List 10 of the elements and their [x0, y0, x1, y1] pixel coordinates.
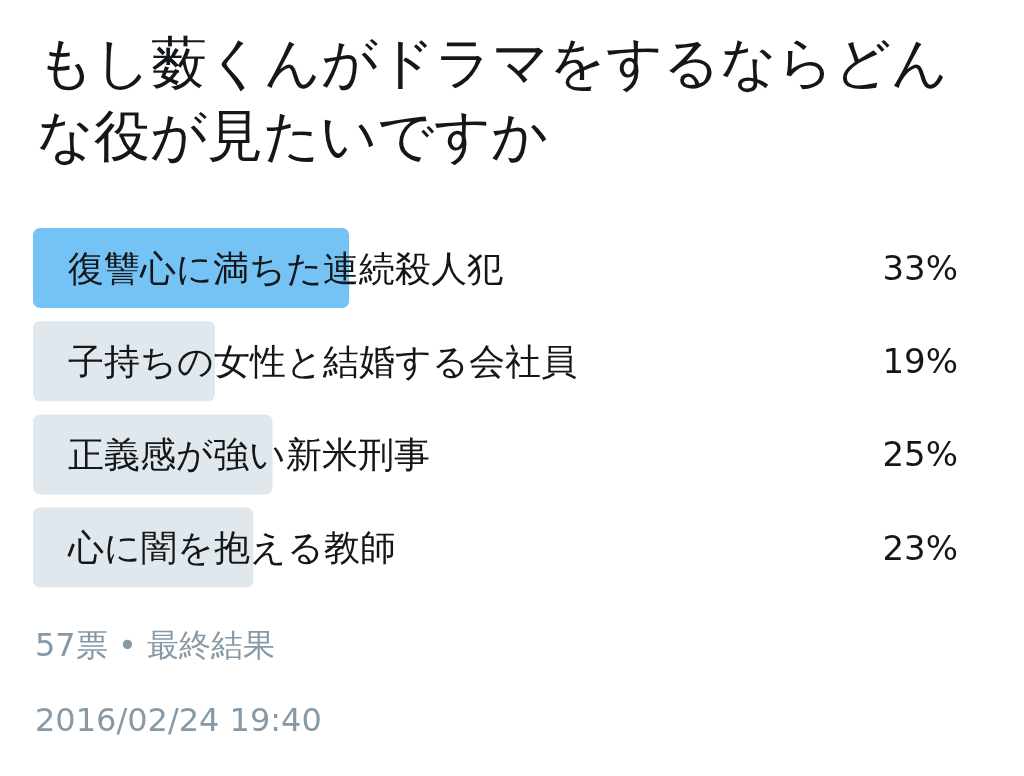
data-label: 25%	[882, 434, 958, 475]
annotation: 57票 • 最終結果	[35, 626, 275, 664]
data-label: 23%	[882, 527, 958, 568]
data-label: 33%	[882, 248, 958, 288]
annotation: 2016/02/24 19:40	[35, 701, 322, 739]
title: もし薮くんがドラマをするならどんな役が見たいですか	[37, 30, 948, 168]
y-tick-label: 心に闇を抱える教師	[67, 527, 396, 569]
y-tick-label: 正義感が強い新米刑事	[68, 433, 430, 475]
data-label: 19%	[882, 341, 958, 382]
y-tick-label: 子持ちの女性と結婚する会社員	[68, 340, 577, 382]
